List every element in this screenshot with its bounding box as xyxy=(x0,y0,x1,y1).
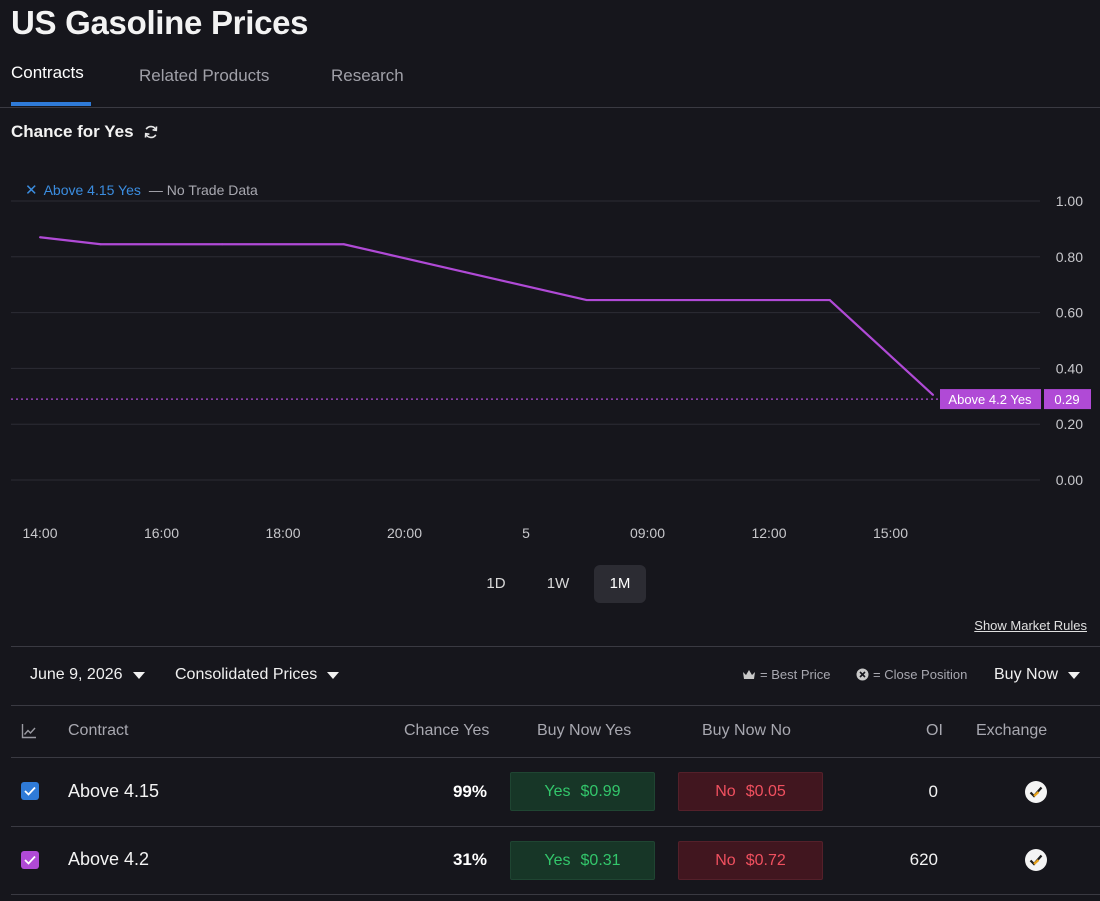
tab-contracts[interactable]: Contracts xyxy=(11,63,84,82)
data-point xyxy=(932,393,935,396)
row-contract-name[interactable]: Above 4.2 xyxy=(68,849,150,869)
x-tick-label: 15:00 xyxy=(873,525,908,541)
tab-bar: Contracts Related Products Research xyxy=(0,56,1100,108)
chart-toggle-icon[interactable] xyxy=(21,723,37,739)
row-oi: 620 xyxy=(909,850,938,869)
data-point xyxy=(585,299,588,302)
buy-yes-price: $0.99 xyxy=(580,782,621,800)
buy-no-button[interactable]: No $0.72 xyxy=(678,841,823,880)
range-1d[interactable]: 1D xyxy=(486,575,506,592)
header-chance-yes: Chance Yes xyxy=(404,722,490,739)
data-point xyxy=(464,271,467,274)
chevron-down-icon xyxy=(327,671,340,679)
close-icon[interactable]: ✕ xyxy=(25,182,38,199)
crown-icon xyxy=(743,669,755,679)
buy-mode-value: Buy Now xyxy=(994,666,1059,683)
y-tick-label: 1.00 xyxy=(1056,193,1083,209)
buy-yes-button[interactable]: Yes $0.99 xyxy=(510,772,655,811)
legend-no-data: — No Trade Data xyxy=(148,182,258,198)
y-tick-label: 0.80 xyxy=(1056,249,1083,265)
range-1m[interactable]: 1M xyxy=(594,565,646,603)
date-dropdown[interactable]: June 9, 2026 xyxy=(30,666,145,684)
close-circle-icon xyxy=(856,668,869,681)
check-icon xyxy=(24,786,36,796)
buy-yes-label: Yes xyxy=(544,782,571,800)
exchange-logo-icon[interactable] xyxy=(1024,848,1048,872)
divider xyxy=(11,646,1100,647)
refresh-icon[interactable] xyxy=(143,124,159,140)
y-tick-label: 0.00 xyxy=(1056,472,1083,488)
x-tick-label: 5 xyxy=(522,525,530,541)
close-position-text: = Close Position xyxy=(873,667,968,682)
price-chart: 1.00 0.80 0.60 0.40 0.20 0.00 14:00 16:00 18:00 2… xyxy=(11,193,1091,541)
legend-series-label[interactable]: Above 4.15 Yes xyxy=(43,182,141,198)
x-tick-label: 14:00 xyxy=(22,525,57,541)
row-contract-name[interactable]: Above 4.15 xyxy=(68,781,160,801)
header-contract: Contract xyxy=(68,722,129,739)
divider xyxy=(11,826,1100,827)
x-tick-label: 18:00 xyxy=(265,525,300,541)
x-tick-label: 20:00 xyxy=(387,525,422,541)
chart-legend: ✕ Above 4.15 Yes — No Trade Data xyxy=(25,181,258,199)
buy-no-price: $0.05 xyxy=(745,782,786,800)
y-tick-label: 0.60 xyxy=(1056,305,1083,321)
data-point xyxy=(828,299,831,302)
data-point xyxy=(39,236,41,239)
row-checkbox[interactable] xyxy=(21,851,39,869)
series-line xyxy=(39,236,934,396)
chance-for-yes-label: Chance for Yes xyxy=(11,122,134,141)
x-tick-label: 16:00 xyxy=(144,525,179,541)
date-value: June 9, 2026 xyxy=(30,666,123,683)
last-value-label: 0.29 xyxy=(1054,392,1079,407)
buy-no-label: No xyxy=(715,851,736,869)
chevron-down-icon xyxy=(132,671,145,679)
buy-yes-button[interactable]: Yes $0.31 xyxy=(510,841,655,880)
header-oi: OI xyxy=(926,722,943,739)
divider xyxy=(11,757,1100,758)
tab-related-products[interactable]: Related Products xyxy=(139,66,270,85)
row-chance-yes: 99% xyxy=(452,782,487,801)
y-tick-label: 0.40 xyxy=(1056,360,1083,376)
page-title: US Gasoline Prices xyxy=(11,4,309,41)
row-chance-yes: 31% xyxy=(452,850,487,869)
x-tick-label: 12:00 xyxy=(751,525,786,541)
active-tab-indicator xyxy=(11,102,91,106)
best-price-text: = Best Price xyxy=(760,667,831,682)
x-tick-label: 09:00 xyxy=(630,525,665,541)
buy-mode-dropdown[interactable]: Buy Now xyxy=(994,666,1081,684)
buy-no-price: $0.72 xyxy=(745,851,786,869)
buy-no-label: No xyxy=(715,782,736,800)
price-mode-value: Consolidated Prices xyxy=(175,666,318,683)
check-icon xyxy=(24,855,36,865)
divider xyxy=(11,705,1100,706)
buy-yes-label: Yes xyxy=(544,851,571,869)
chevron-down-icon xyxy=(1068,671,1081,679)
last-value-box xyxy=(1044,389,1091,410)
header-exchange: Exchange xyxy=(976,722,1048,739)
header-buy-now-yes: Buy Now Yes xyxy=(537,722,632,739)
series-name-box xyxy=(940,389,1041,410)
row-checkbox[interactable] xyxy=(21,782,39,800)
close-position-key: = Close Position xyxy=(856,667,967,682)
series-name-label: Above 4.2 Yes xyxy=(948,392,1032,407)
tab-research[interactable]: Research xyxy=(331,66,404,85)
header-buy-now-no: Buy Now No xyxy=(702,722,791,739)
chance-for-yes-heading: Chance for Yes xyxy=(11,122,159,142)
buy-yes-price: $0.31 xyxy=(580,851,621,869)
buy-no-button[interactable]: No $0.05 xyxy=(678,772,823,811)
best-price-key: = Best Price xyxy=(742,667,830,682)
divider xyxy=(11,894,1100,895)
range-1w[interactable]: 1W xyxy=(546,575,570,592)
exchange-logo-icon[interactable] xyxy=(1024,780,1048,804)
data-point xyxy=(99,243,102,246)
y-tick-label: 0.20 xyxy=(1056,416,1083,432)
price-mode-dropdown[interactable]: Consolidated Prices xyxy=(175,666,340,684)
data-point xyxy=(342,243,345,246)
data-point xyxy=(221,243,224,246)
show-market-rules-link[interactable]: Show Market Rules xyxy=(974,618,1087,633)
row-oi: 0 xyxy=(928,782,938,801)
